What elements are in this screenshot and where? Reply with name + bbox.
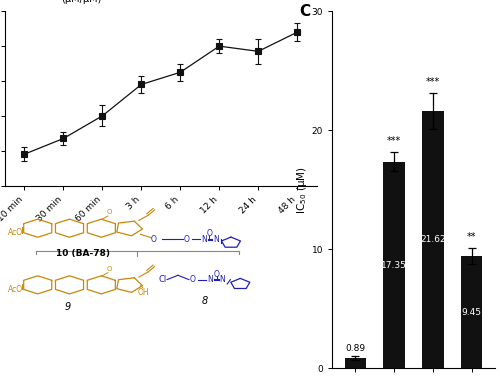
Text: AcO: AcO <box>8 285 22 294</box>
Y-axis label: IC$_{50}$ (μM): IC$_{50}$ (μM) <box>294 166 308 214</box>
Text: 21.62: 21.62 <box>420 235 446 244</box>
Text: O: O <box>206 229 212 238</box>
Text: 8: 8 <box>202 296 207 306</box>
Text: Cl: Cl <box>159 275 167 284</box>
Bar <box>461 256 482 368</box>
Text: 9: 9 <box>64 302 70 312</box>
Text: O: O <box>184 235 190 244</box>
Text: C: C <box>300 4 310 19</box>
Text: O: O <box>190 275 196 284</box>
Text: 0.89: 0.89 <box>345 344 366 353</box>
Text: ***: *** <box>387 136 401 146</box>
Text: 17.35: 17.35 <box>381 261 407 270</box>
Text: O: O <box>106 209 112 215</box>
Bar <box>344 358 366 368</box>
Text: N: N <box>214 235 219 244</box>
Text: N: N <box>207 275 213 284</box>
Text: 10 (BA-78): 10 (BA-78) <box>56 249 110 258</box>
Text: AcO: AcO <box>8 228 22 237</box>
Text: N: N <box>201 235 206 244</box>
Text: **: ** <box>467 232 476 242</box>
Text: ***: *** <box>426 77 440 87</box>
Text: (μM/μM): (μM/μM) <box>61 0 102 4</box>
Text: 9.45: 9.45 <box>462 308 481 317</box>
Text: O: O <box>106 266 112 272</box>
Text: OH: OH <box>138 288 149 297</box>
Text: O: O <box>151 235 157 244</box>
Text: N: N <box>220 275 226 284</box>
Text: O: O <box>214 270 220 279</box>
Bar <box>422 111 444 368</box>
Bar <box>384 162 405 368</box>
